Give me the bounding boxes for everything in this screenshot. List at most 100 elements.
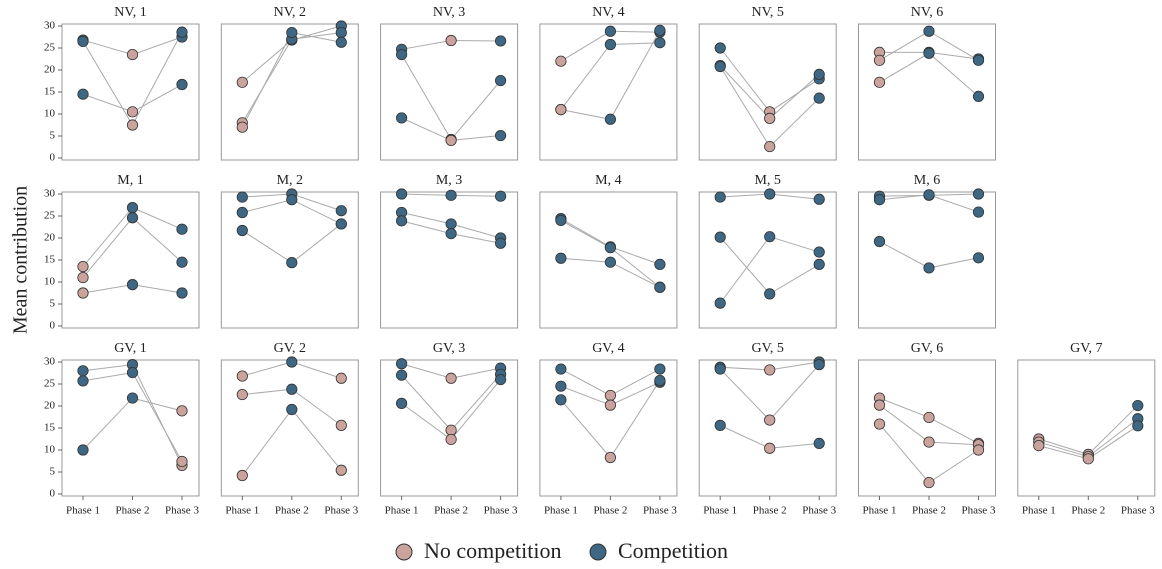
y-tick-label: 5 (50, 298, 56, 310)
data-point (126, 48, 139, 61)
data-point (236, 191, 248, 203)
data-point (654, 281, 666, 293)
data-point (176, 78, 188, 91)
series-line (719, 47, 820, 113)
data-point (176, 26, 188, 38)
data-point (764, 112, 776, 125)
data-point (126, 119, 139, 131)
data-point (126, 212, 139, 224)
data-point (77, 444, 89, 456)
data-point (176, 287, 188, 299)
data-point (77, 287, 89, 299)
data-point (176, 405, 188, 417)
series-line (241, 32, 342, 124)
data-point (176, 256, 188, 268)
x-tick-label: Phase 2 (753, 505, 787, 517)
panel-title: NV, 4 (592, 5, 624, 20)
y-tick-label: 10 (44, 444, 56, 456)
y-tick-label: 20 (44, 400, 56, 412)
data-point (335, 372, 347, 384)
data-point (714, 231, 726, 243)
plot-frame (539, 191, 678, 329)
data-point (555, 55, 567, 67)
y-axis-label: Mean contribution (10, 186, 32, 334)
data-point (654, 258, 666, 270)
panel-title: NV, 5 (751, 5, 783, 20)
data-point (764, 231, 776, 243)
data-point (923, 436, 935, 448)
data-point (335, 464, 347, 476)
x-tick-label: Phase 1 (66, 505, 100, 517)
data-point (714, 191, 726, 203)
legend-marker (395, 543, 413, 561)
data-point (494, 190, 507, 202)
plot-frame (220, 23, 359, 161)
data-point (445, 34, 457, 47)
y-tick-label: 15 (44, 254, 56, 266)
data-point (395, 188, 408, 200)
panel-title: GV, 2 (274, 341, 306, 356)
data-point (923, 25, 935, 37)
series-line (82, 372, 183, 462)
data-point (395, 358, 408, 370)
data-point (395, 397, 408, 409)
data-point (126, 279, 139, 291)
data-point (445, 189, 457, 201)
data-point (654, 363, 666, 375)
data-point (873, 418, 886, 430)
data-point (714, 297, 726, 309)
data-point (445, 228, 457, 240)
data-point (286, 356, 298, 368)
x-tick-label: Phase 2 (275, 505, 309, 517)
data-point (764, 414, 776, 426)
data-point (395, 215, 408, 227)
panel-title: GV, 7 (1070, 341, 1102, 356)
x-tick-label: Phase 3 (802, 505, 836, 517)
y-tick-label: 30 (44, 188, 56, 200)
data-point (286, 403, 298, 416)
data-point (494, 373, 507, 386)
data-point (873, 54, 886, 66)
y-tick-label: 30 (44, 356, 56, 368)
data-point (813, 246, 825, 258)
data-point (77, 35, 89, 48)
data-point (555, 214, 567, 226)
data-point (445, 372, 457, 384)
y-tick-label: 25 (44, 42, 56, 54)
panel-title: NV, 6 (911, 5, 943, 20)
x-tick-label: Phase 2 (593, 505, 627, 517)
data-point (604, 389, 617, 402)
data-point (813, 359, 825, 371)
data-point (445, 424, 457, 436)
y-tick-label: 15 (44, 86, 56, 98)
panel-title: M, 4 (595, 173, 621, 188)
series-line (242, 223, 342, 264)
plot-frame (858, 23, 996, 161)
x-tick-label: Phase 3 (484, 505, 518, 517)
y-tick-label: 10 (44, 276, 56, 288)
y-tick-label: 10 (44, 108, 56, 120)
data-point (445, 218, 457, 230)
x-tick-label: Phase 2 (912, 505, 946, 517)
series-line (719, 236, 820, 295)
data-point (395, 112, 408, 124)
y-tick-label: 0 (50, 152, 56, 164)
plot-frame (380, 23, 519, 161)
plot-frame (1017, 359, 1156, 497)
y-tick-label: 25 (44, 210, 56, 222)
data-point (972, 206, 985, 218)
data-point (714, 419, 726, 431)
data-point (286, 194, 298, 206)
x-tick-label: Phase 1 (544, 505, 578, 517)
data-point (494, 237, 507, 249)
data-point (126, 392, 139, 404)
y-tick-label: 5 (50, 466, 56, 478)
data-point (445, 134, 457, 146)
data-point (972, 90, 985, 103)
data-point (555, 104, 567, 116)
data-point (813, 68, 825, 81)
data-point (77, 260, 89, 273)
panel-title: GV, 5 (751, 341, 783, 356)
data-point (335, 218, 347, 230)
